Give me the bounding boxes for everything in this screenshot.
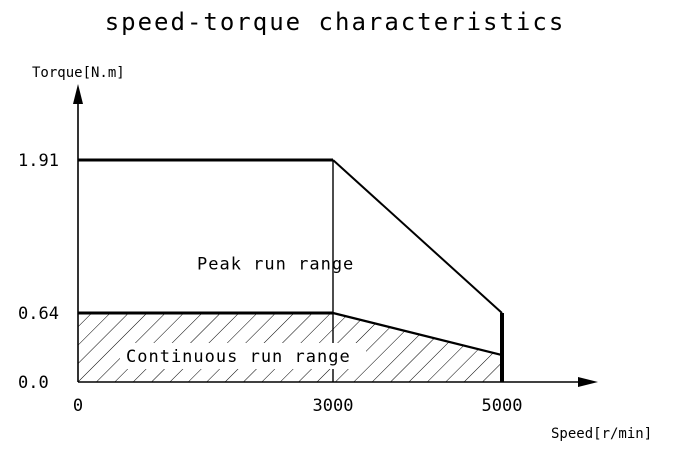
y-tick-label: 0.64 [18, 304, 59, 324]
chart-title: speed-torque characteristics [105, 8, 566, 36]
continuous-label-background [120, 343, 366, 369]
continuous-curve-slope [332, 311, 503, 357]
y-axis-arrow [73, 84, 83, 104]
x-axis-arrow [578, 377, 598, 387]
y-axis-label: Torque[N.m] [32, 65, 125, 81]
peak-curve-slope [332, 159, 503, 314]
x-tick-label: 0 [73, 396, 83, 416]
x-axis-label: Speed[r/min] [551, 426, 652, 442]
continuous-region-label: Continuous run range [126, 347, 351, 367]
x-tick-label: 5000 [482, 396, 523, 416]
plot-area: 0.0 0.64 1.91 0 3000 5000 Peak run range Contin… [18, 84, 598, 416]
y-tick-label: 0.0 [18, 373, 49, 393]
peak-region-label: Peak run range [197, 255, 354, 275]
x-tick-label: 3000 [313, 396, 354, 416]
y-tick-label: 1.91 [18, 151, 59, 171]
